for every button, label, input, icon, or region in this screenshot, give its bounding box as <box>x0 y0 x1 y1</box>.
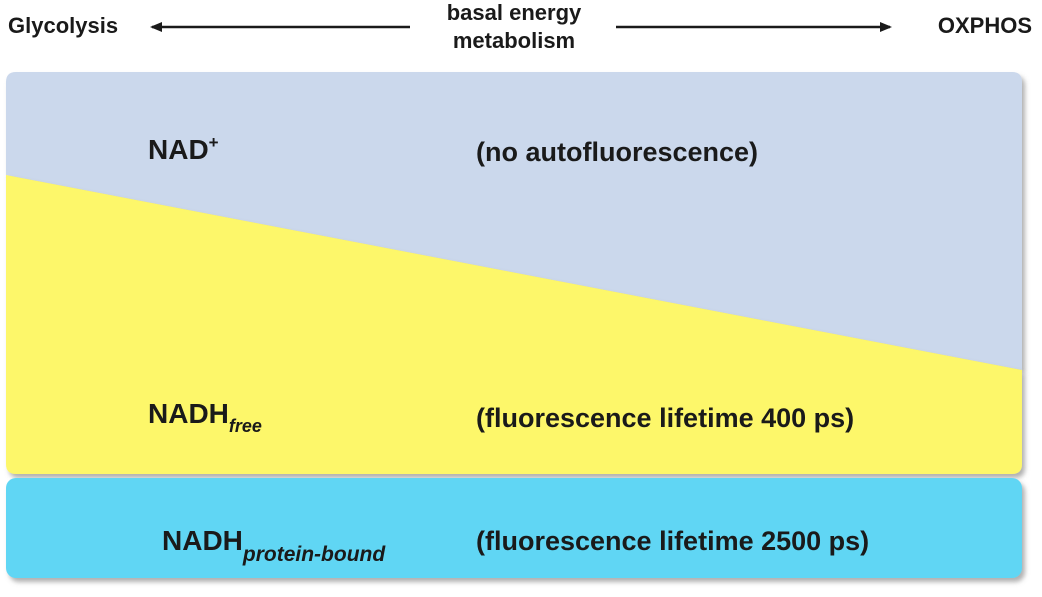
nadh-free-subscript: free <box>229 416 262 436</box>
glycolysis-label: Glycolysis <box>8 13 118 38</box>
oxphos-label: OXPHOS <box>938 13 1032 38</box>
nadh-free-region <box>6 175 1022 474</box>
nadh-free-description: (fluorescence lifetime 400 ps) <box>476 403 854 433</box>
nadh-bound-base: NADH <box>162 525 243 556</box>
nad-plus-base: NAD <box>148 134 209 165</box>
nad-plus-name: NAD+ <box>148 133 219 165</box>
metabolism-label: metabolism <box>453 28 575 53</box>
nad-plus-description: (no autofluorescence) <box>476 137 758 167</box>
nadh-bound-subscript: protein-bound <box>242 543 386 566</box>
basal-energy-label: basal energy <box>447 0 582 25</box>
nadh-free-base: NADH <box>148 398 229 429</box>
nadh-bound-name: NADHprotein-bound <box>162 525 386 566</box>
nadh-free-name: NADHfree <box>148 398 262 436</box>
nad-plus-region <box>6 72 1022 370</box>
nadh-bound-region <box>6 478 1022 578</box>
nadh-bound-description: (fluorescence lifetime 2500 ps) <box>476 526 869 556</box>
nad-plus-superscript: + <box>209 133 219 152</box>
